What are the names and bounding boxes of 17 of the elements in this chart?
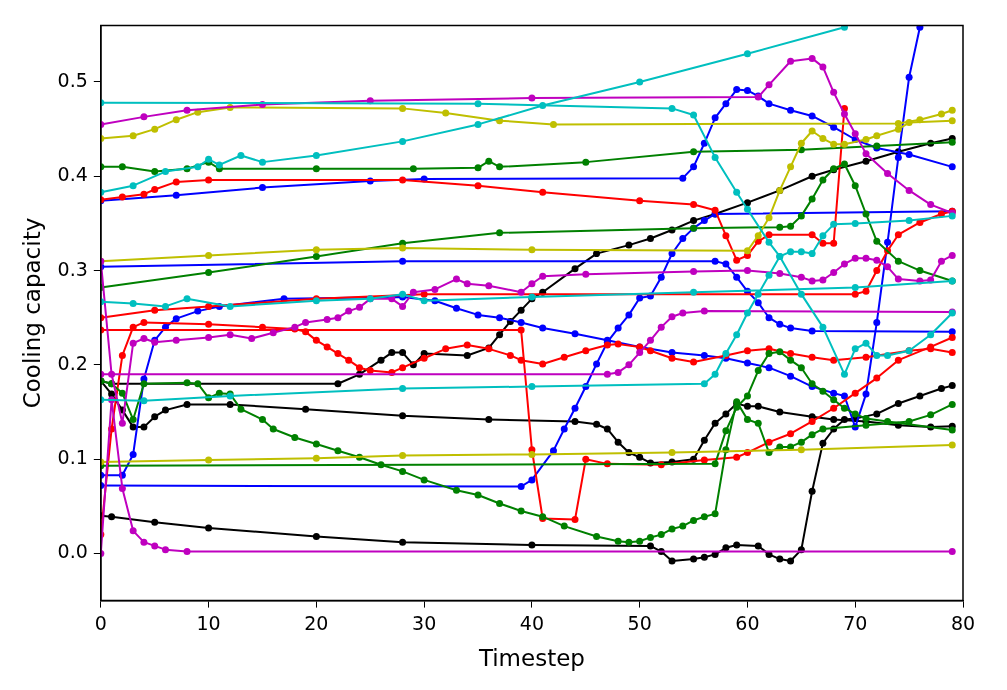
x-tick-label: 30 [412,611,437,634]
x-tick-label: 0 [94,611,107,634]
y-tick-label: 0.4 [57,163,88,186]
x-tick-label: 60 [735,611,760,634]
x-tick-label: 40 [519,611,544,634]
x-tick-label: 50 [627,611,652,634]
x-tick-label: 70 [843,611,868,634]
y-tick-label: 0.3 [57,257,88,280]
x-tick-label: 80 [950,611,976,634]
y-axis-title: Cooling capacity [18,217,45,409]
y-tick-label: 0.1 [57,446,88,469]
y-tick-label: 0.5 [57,68,88,91]
x-tick-label: 20 [304,611,329,634]
x-tick-label: 10 [196,611,221,634]
x-axis-title: Timestep [477,645,585,672]
y-tick-label: 0.2 [57,351,88,374]
y-tick-label: 0.0 [57,540,88,563]
